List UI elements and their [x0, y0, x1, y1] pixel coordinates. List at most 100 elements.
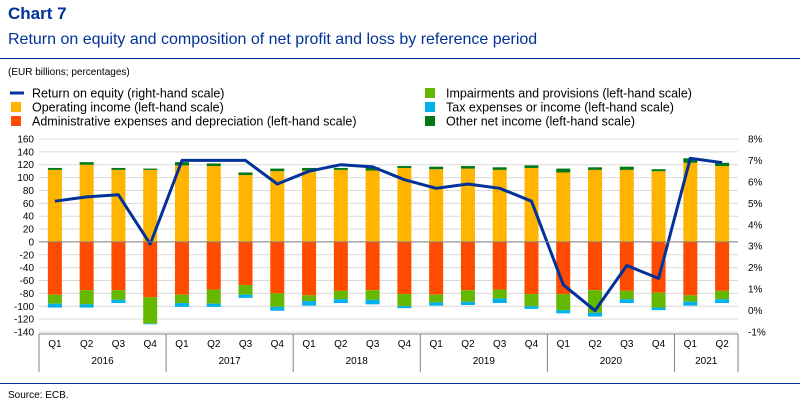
bar-impairments — [524, 294, 539, 307]
bar-tax — [302, 301, 317, 306]
bar-operating-income — [365, 170, 380, 242]
x-tick-label: Q1 — [429, 339, 443, 350]
chart-number: Chart 7 — [8, 4, 67, 23]
x-tick-label: Q1 — [684, 339, 698, 350]
legend-label: Administrative expenses and depreciation… — [32, 115, 356, 129]
bar-admin-expenses — [111, 241, 126, 291]
bar-tax — [460, 301, 475, 305]
bar-other-net-income — [460, 166, 475, 169]
y-left-tick-label: 100 — [17, 173, 34, 184]
bar-operating-income — [143, 169, 158, 242]
bar-admin-expenses — [302, 241, 317, 296]
legend: Return on equity (right-hand scale)Opera… — [10, 87, 692, 129]
y-right-tick-label: -1% — [748, 328, 766, 339]
bar-tax — [651, 307, 666, 311]
legend-swatch-operating-income — [11, 102, 21, 112]
legend-label: Tax expenses or income (left-hand scale) — [446, 101, 674, 115]
bar-other-net-income — [556, 168, 571, 173]
bar-admin-expenses — [238, 241, 253, 286]
y-left-tick-label: 160 — [17, 135, 34, 146]
year-label: 2019 — [473, 356, 496, 367]
bar-other-net-income — [79, 162, 94, 165]
bar-admin-expenses — [429, 241, 444, 295]
legend-label: Return on equity (right-hand scale) — [32, 87, 224, 101]
bar-impairments — [270, 293, 285, 307]
bar-operating-income — [492, 169, 507, 242]
bar-other-net-income — [715, 162, 730, 167]
bar-operating-income — [619, 169, 634, 242]
bar-tax — [397, 306, 412, 309]
y-left-tick-label: -100 — [14, 302, 34, 313]
y-right-tick-label: 8% — [748, 135, 763, 146]
bar-operating-income — [302, 170, 317, 242]
bar-tax — [270, 306, 285, 311]
bar-operating-income — [111, 169, 126, 242]
bar-operating-income — [238, 175, 253, 242]
bar-other-net-income — [47, 167, 62, 170]
roe-line-group — [54, 156, 723, 313]
legend-swatch-admin-expenses — [11, 116, 21, 126]
bar-tax — [588, 312, 603, 317]
bar-impairments — [683, 295, 698, 302]
bar-impairments — [429, 294, 444, 303]
bar-tax — [683, 301, 698, 306]
x-tick-label: Q3 — [620, 339, 634, 350]
y-left-tick-label: 20 — [23, 225, 35, 236]
bar-tax — [556, 310, 571, 314]
y-right-tick-label: 4% — [748, 220, 763, 231]
year-label: 2016 — [91, 356, 114, 367]
x-tick-label: Q3 — [112, 339, 126, 350]
bar-operating-income — [333, 169, 348, 242]
bar-admin-expenses — [397, 241, 412, 295]
y-right-tick-label: 1% — [748, 285, 763, 296]
y-left-tick-label: 60 — [23, 199, 35, 210]
footer-divider — [0, 383, 800, 384]
bar-operating-income — [270, 171, 285, 242]
y-right-tick-label: 2% — [748, 263, 763, 274]
bar-impairments — [143, 297, 158, 324]
bar-other-net-income — [524, 165, 539, 168]
bar-admin-expenses — [47, 241, 62, 295]
year-label: 2021 — [695, 356, 718, 367]
bar-impairments — [174, 294, 189, 304]
legend-label: Other net income (left-hand scale) — [446, 115, 635, 129]
x-tick-label: Q3 — [493, 339, 507, 350]
bar-tax — [715, 299, 730, 304]
x-tick-label: Q1 — [302, 339, 316, 350]
bar-operating-income — [174, 165, 189, 242]
y-right-tick-label: 6% — [748, 177, 763, 188]
bar-impairments — [556, 294, 571, 311]
bar-impairments — [460, 290, 475, 302]
bar-other-net-income — [588, 167, 603, 170]
bar-admin-expenses — [588, 241, 603, 291]
y-left-tick-label: 120 — [17, 160, 34, 171]
bar-admin-expenses — [683, 241, 698, 296]
legend-label: Operating income (left-hand scale) — [32, 101, 224, 115]
bar-admin-expenses — [492, 241, 507, 290]
x-tick-label: Q2 — [461, 339, 475, 350]
bar-tax — [429, 302, 444, 306]
bar-tax — [492, 298, 507, 304]
bar-impairments — [715, 290, 730, 300]
x-tick-label: Q4 — [525, 339, 539, 350]
units-note: (EUR billions; percentages) — [8, 67, 130, 78]
bar-tax — [619, 299, 634, 304]
x-tick-label: Q2 — [334, 339, 348, 350]
y-left-tick-label: -40 — [20, 263, 35, 274]
y-left-tick-label: 40 — [23, 212, 35, 223]
source-note: Source: ECB. — [8, 390, 69, 401]
y-right-tick-label: 3% — [748, 242, 763, 253]
bar-tax — [174, 303, 189, 307]
x-tick-label: Q2 — [588, 339, 602, 350]
x-tick-label: Q4 — [398, 339, 412, 350]
bar-tax — [79, 304, 94, 308]
x-tick-label: Q4 — [652, 339, 666, 350]
bar-other-net-income — [270, 168, 285, 172]
bar-tax — [365, 299, 380, 305]
bar-admin-expenses — [460, 241, 475, 291]
bar-admin-expenses — [715, 241, 730, 291]
y-left-tick-label: -120 — [14, 315, 34, 326]
bar-operating-income — [460, 168, 475, 242]
bar-operating-income — [397, 167, 412, 242]
